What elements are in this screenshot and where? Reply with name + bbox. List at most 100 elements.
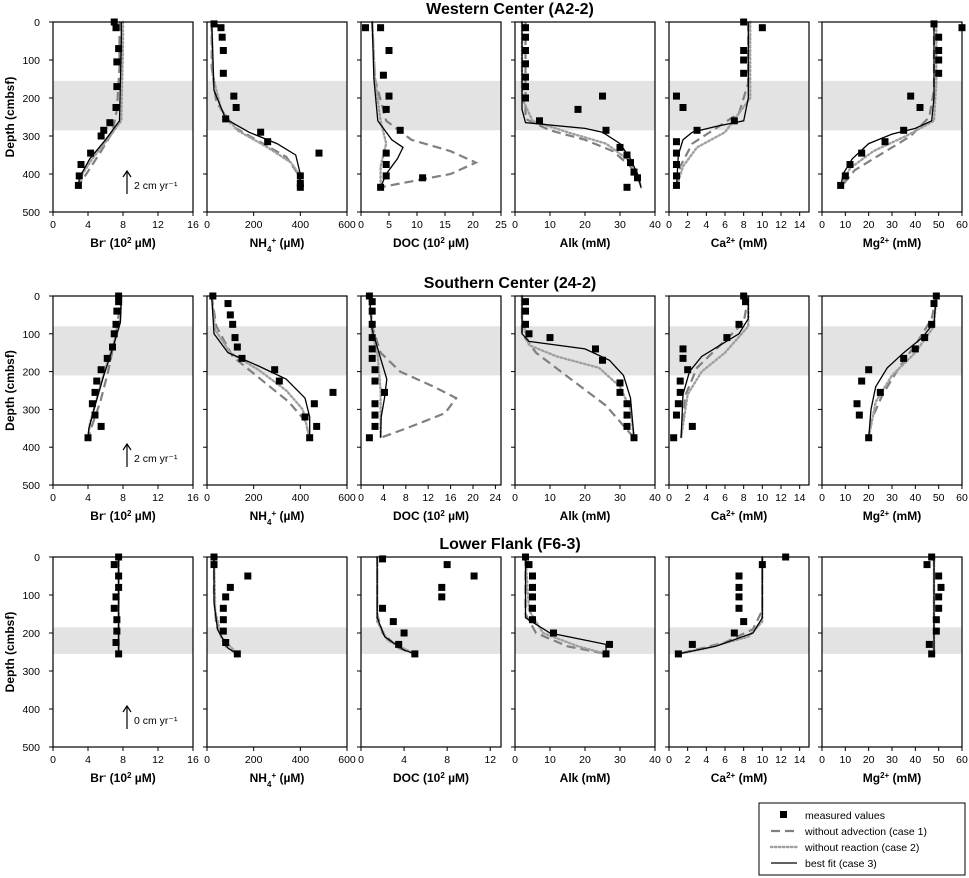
measured-point: [522, 320, 529, 328]
measured-point: [932, 616, 940, 624]
measured-point: [103, 354, 111, 362]
x-tick-label: 0: [512, 219, 518, 231]
measured-point: [74, 181, 82, 189]
measured-point: [574, 105, 582, 113]
measured-point: [113, 83, 121, 91]
x-tick-label: 0: [50, 492, 56, 504]
x-tick-label: 200: [245, 219, 263, 231]
measured-point: [688, 422, 696, 430]
y-axis-label: Depth (cmbsf): [3, 350, 17, 431]
x-tick-label: 4: [703, 219, 709, 231]
x-tick-label: 4: [703, 492, 709, 504]
x-tick-label: 400: [292, 754, 310, 766]
x-tick-label: 2: [685, 492, 691, 504]
x-tick-label: 10: [756, 219, 768, 231]
case2-curve: [675, 20, 752, 189]
measured-point: [389, 618, 397, 626]
x-tick-label: 16: [187, 754, 199, 766]
x-tick-label: 8: [741, 219, 747, 231]
x-tick-label: 8: [444, 754, 450, 766]
measured-point: [115, 298, 123, 306]
measured-point: [672, 138, 680, 146]
y-tick-label: 200: [22, 367, 40, 379]
x-tick-label: 4: [401, 754, 407, 766]
measured-point: [672, 149, 680, 157]
legend-swatch-measured: [780, 811, 787, 818]
measured-point: [865, 366, 873, 374]
measured-point: [876, 388, 884, 396]
measured-point: [112, 104, 120, 111]
x-axis-label: Ca2+ (mM): [711, 236, 767, 251]
measured-point: [379, 604, 387, 612]
measured-point: [679, 345, 687, 353]
y-tick-label: 500: [22, 480, 40, 492]
x-tick-label: 4: [85, 219, 91, 231]
y-tick-label: 500: [22, 207, 40, 219]
panel-frame: [206, 21, 348, 213]
x-tick-label: 10: [544, 754, 556, 766]
advection-arrow-head: [122, 704, 132, 713]
measured-point: [113, 627, 121, 635]
advection-rate-label: 2 cm yr⁻¹: [134, 453, 178, 465]
x-tick-label: 12: [775, 219, 787, 231]
measured-point: [623, 411, 631, 419]
x-axis-label: NH4+ (µM): [250, 771, 305, 789]
x-tick-label: 4: [85, 754, 91, 766]
measured-point: [232, 104, 240, 111]
measured-point: [522, 94, 529, 102]
x-tick-label: 0: [666, 219, 672, 231]
measured-point: [112, 320, 120, 328]
measured-point: [301, 413, 309, 421]
measured-point: [676, 388, 684, 396]
x-tick-label: 0: [358, 754, 364, 766]
reaction-zone-band: [361, 80, 501, 131]
measured-point: [371, 377, 379, 385]
measured-point: [735, 583, 743, 591]
panel: 0 10 20 30 40 50 60 Mg2+ (mM): [818, 292, 968, 523]
x-tick-label: 0: [512, 754, 518, 766]
measured-point: [222, 115, 230, 123]
x-tick-label: 16: [187, 219, 199, 231]
x-tick-label: 20: [579, 492, 591, 504]
x-tick-label: 600: [338, 219, 356, 231]
measured-point: [742, 298, 750, 306]
x-tick-label: 10: [839, 492, 851, 504]
x-tick-label: 12: [775, 754, 787, 766]
x-tick-label: 4: [380, 492, 386, 504]
measured-point: [928, 320, 936, 328]
panel: 0 200 400 600 NH4+ (µM): [203, 292, 356, 527]
panel-frame: [514, 21, 656, 213]
measured-point: [935, 572, 943, 580]
measured-point: [112, 639, 120, 646]
x-tick-label: 10: [411, 219, 423, 231]
case3-curve: [840, 22, 935, 188]
measured-point: [679, 104, 687, 111]
measured-point: [679, 354, 687, 362]
y-tick-label: 500: [22, 742, 40, 754]
measured-point: [846, 161, 854, 168]
measured-point: [379, 71, 387, 79]
measured-point: [110, 330, 118, 338]
measured-point: [925, 640, 933, 648]
measured-point: [112, 24, 120, 32]
measured-point: [932, 627, 940, 635]
x-tick-label: 20: [467, 492, 479, 504]
x-tick-label: 60: [956, 219, 968, 231]
panel: 0 4 8 12 16 Br- (102 µM) 2 cm yr⁻¹: [49, 18, 199, 250]
x-tick-label: 30: [886, 492, 898, 504]
case1-curve: [680, 295, 750, 438]
advection-arrow-head: [122, 169, 132, 178]
case3-curve: [213, 557, 238, 655]
x-tick-label: 12: [152, 492, 164, 504]
case2-curve: [210, 294, 311, 439]
row-title: Western Center (A2-2): [426, 1, 594, 18]
measured-point: [329, 388, 337, 396]
row-title: Southern Center (24-2): [424, 275, 596, 292]
x-tick-label: 12: [775, 492, 787, 504]
x-tick-label: 8: [120, 219, 126, 231]
x-tick-label: 4: [85, 492, 91, 504]
case2-curve: [371, 20, 388, 189]
reaction-zone-band: [361, 627, 501, 654]
x-tick-label: 50: [933, 492, 945, 504]
measured-point: [396, 126, 404, 134]
